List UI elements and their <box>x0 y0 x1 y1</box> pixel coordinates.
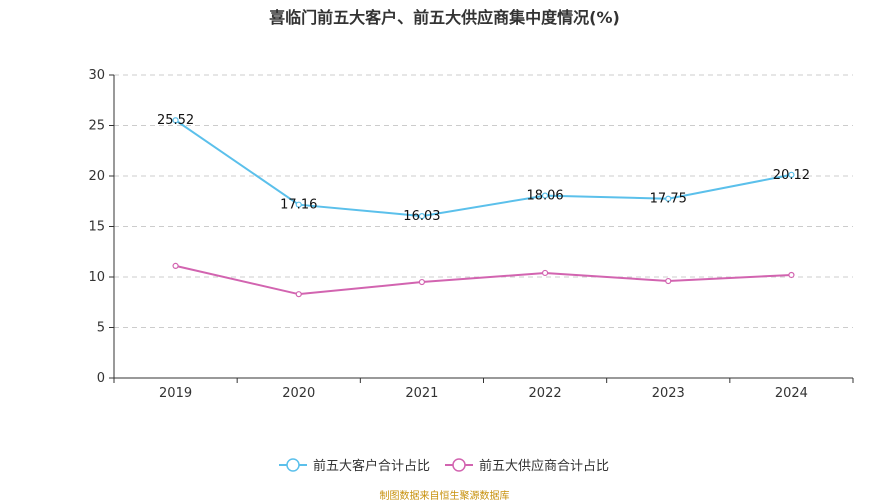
data-point <box>788 271 795 279</box>
y-tick-label: 20 <box>88 169 105 184</box>
series-line-1 <box>175 119 792 218</box>
data-point <box>788 171 795 178</box>
data-label: 17.16 <box>280 198 317 213</box>
data-label: 17.75 <box>650 192 687 207</box>
x-tick-label: 2019 <box>159 386 192 401</box>
data-point <box>172 117 179 124</box>
series-line-2 <box>175 264 792 296</box>
x-tick-label: 2021 <box>405 386 438 401</box>
source-footer: 制图数据来自恒生聚源数据库 <box>379 491 510 502</box>
y-tick-label: 5 <box>97 321 105 336</box>
y-tick-label: 10 <box>88 270 105 285</box>
data-point <box>418 212 426 220</box>
data-point <box>295 291 302 298</box>
x-tick-label: 2023 <box>652 386 685 401</box>
data-label: 20.12 <box>773 168 810 183</box>
y-tick-label: 15 <box>88 220 105 235</box>
data-label: 18.06 <box>526 189 563 204</box>
y-tick-label: 30 <box>88 68 105 83</box>
y-tick-label: 25 <box>88 119 105 134</box>
data-point <box>418 278 426 286</box>
legend-marker <box>286 458 300 472</box>
data-point <box>665 277 672 285</box>
data-point <box>541 192 549 199</box>
y-tick-label: 0 <box>97 371 105 386</box>
data-point <box>295 201 302 208</box>
x-tick-label: 2020 <box>282 386 315 401</box>
x-tick-label: 2024 <box>775 386 808 401</box>
legend-marker <box>452 458 466 472</box>
data-point <box>665 195 672 202</box>
data-label: 16.03 <box>403 209 440 224</box>
legend-label: 前五大供应商合计占比 <box>479 458 609 474</box>
legend-label: 前五大客户合计占比 <box>313 458 430 474</box>
chart-title: 喜临门前五大客户、前五大供应商集中度情况(%) <box>269 8 620 27</box>
data-point <box>541 269 549 277</box>
data-point <box>172 262 179 269</box>
data-label: 25.52 <box>157 113 194 128</box>
x-tick-label: 2022 <box>529 386 562 401</box>
